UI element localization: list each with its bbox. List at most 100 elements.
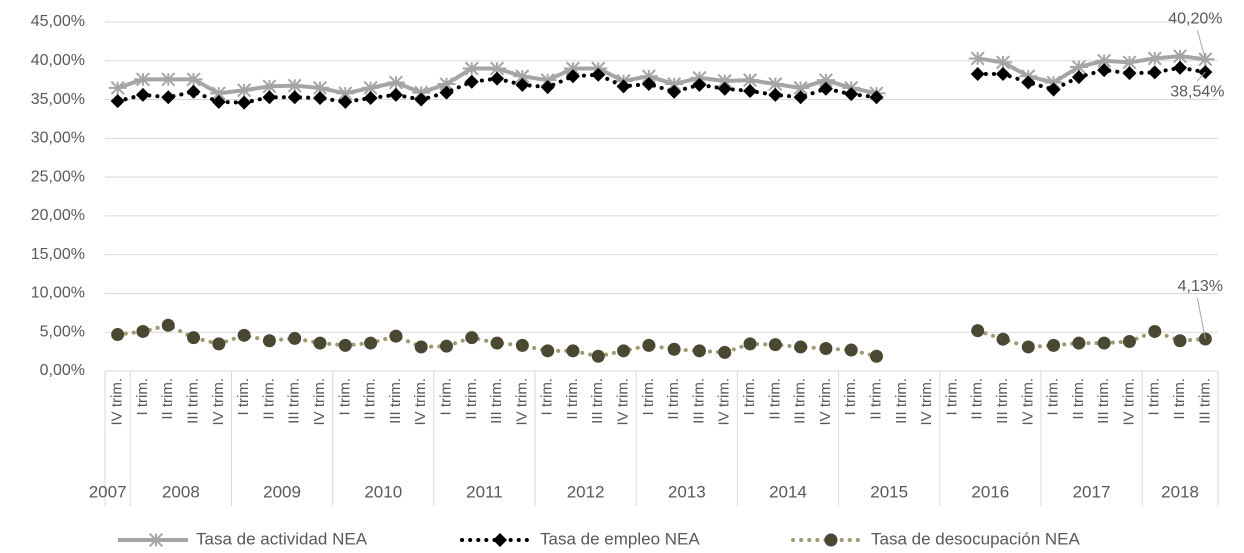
x-tick-label: IV trim. [1019, 378, 1036, 426]
data-point [844, 87, 859, 102]
data-point [237, 328, 251, 342]
x-tick-label: III trim. [792, 378, 809, 424]
data-point [1072, 336, 1086, 350]
data-point [364, 336, 378, 350]
x-tick-label: I trim. [336, 378, 353, 416]
data-point [439, 339, 453, 353]
legend-item: Tasa de desocupación NEA [791, 529, 1081, 548]
x-tick-label: I trim. [943, 378, 960, 416]
x-group-label: 2018 [1161, 482, 1199, 501]
x-group-label: 2008 [162, 482, 200, 501]
y-tick-label: 10,00% [31, 285, 85, 302]
data-point [464, 74, 479, 89]
x-group-label: 2012 [567, 482, 605, 501]
x-tick-label: III trim. [1095, 378, 1112, 424]
x-tick-label: III trim. [185, 378, 202, 424]
x-tick-label: II trim. [362, 378, 379, 420]
data-point [1122, 335, 1136, 349]
data-point [1097, 63, 1112, 78]
data-point [414, 92, 429, 107]
data-point [414, 340, 428, 354]
data-point [692, 77, 707, 92]
data-point [665, 77, 684, 92]
data-point [768, 338, 782, 352]
data-point [667, 342, 681, 356]
x-tick-label: I trim. [437, 378, 454, 416]
data-point [136, 324, 150, 338]
data-point [591, 67, 606, 82]
y-tick-label: 40,00% [31, 52, 85, 69]
data-point [161, 90, 176, 105]
data-point [844, 343, 858, 357]
x-group-label: 2009 [263, 482, 301, 501]
x-group-label: 2007 [89, 482, 127, 501]
data-point [313, 91, 328, 106]
y-tick-label: 15,00% [31, 246, 85, 263]
data-point [641, 77, 656, 92]
data-point [313, 336, 327, 350]
data-label: 38,54% [1170, 83, 1224, 100]
x-tick-label: IV trim. [210, 378, 227, 426]
x-tick-label: I trim. [741, 378, 758, 416]
data-point [287, 90, 302, 105]
y-tick-label: 20,00% [31, 207, 85, 224]
data-point [642, 338, 656, 352]
data-point [563, 61, 582, 76]
series-line [115, 323, 1208, 359]
x-tick-label: I trim. [1045, 378, 1062, 416]
data-point [768, 87, 783, 102]
x-tick-label: IV trim. [311, 378, 328, 426]
x-tick-label: II trim. [969, 378, 986, 420]
data-point [186, 84, 201, 99]
data-point [993, 55, 1012, 70]
data-point [566, 344, 580, 358]
callout-line [1196, 297, 1206, 340]
legend-marker [493, 533, 507, 547]
x-tick-label: I trim. [640, 378, 657, 416]
data-point [262, 334, 276, 348]
data-point [1047, 338, 1061, 352]
x-tick-label: IV trim. [412, 378, 429, 426]
y-tick-label: 5,00% [40, 323, 85, 340]
data-point [794, 340, 808, 354]
data-label: 40,20% [1168, 10, 1222, 27]
data-point [108, 80, 127, 95]
data-point [111, 328, 125, 342]
data-point [692, 344, 706, 358]
x-tick-label: IV trim. [615, 378, 632, 426]
legend-label: Tasa de empleo NEA [540, 529, 700, 548]
x-tick-label: I trim. [842, 378, 859, 416]
data-point [187, 331, 201, 345]
x-tick-label: IV trim. [513, 378, 530, 426]
x-tick-label: I trim. [134, 378, 151, 416]
legend-marker [824, 533, 838, 547]
data-point [388, 87, 403, 102]
x-tick-label: I trim. [539, 378, 556, 416]
data-point [869, 90, 884, 105]
legend-item: Tasa de actividad NEA [118, 529, 368, 548]
x-tick-label: III trim. [488, 378, 505, 424]
legend-item: Tasa de empleo NEA [460, 529, 700, 548]
x-tick-label: II trim. [463, 378, 480, 420]
data-point [338, 338, 352, 352]
x-tick-label: I trim. [1146, 378, 1163, 416]
data-point [819, 342, 833, 356]
data-point [336, 86, 355, 101]
x-group-label: 2014 [769, 482, 807, 501]
data-point [338, 94, 353, 109]
data-point [285, 78, 304, 93]
x-tick-label: II trim. [564, 378, 581, 420]
x-group-label: 2011 [466, 482, 503, 501]
data-point [262, 90, 277, 105]
x-tick-label: II trim. [159, 378, 176, 420]
data-point [1173, 334, 1187, 348]
data-point [818, 81, 833, 96]
data-point [133, 72, 152, 87]
data-point [513, 69, 532, 84]
x-tick-label: II trim. [665, 378, 682, 420]
data-point [743, 337, 757, 351]
callout-line [1196, 71, 1206, 82]
data-point [616, 79, 631, 94]
x-tick-label: IV trim. [109, 378, 126, 426]
data-point [389, 329, 403, 343]
